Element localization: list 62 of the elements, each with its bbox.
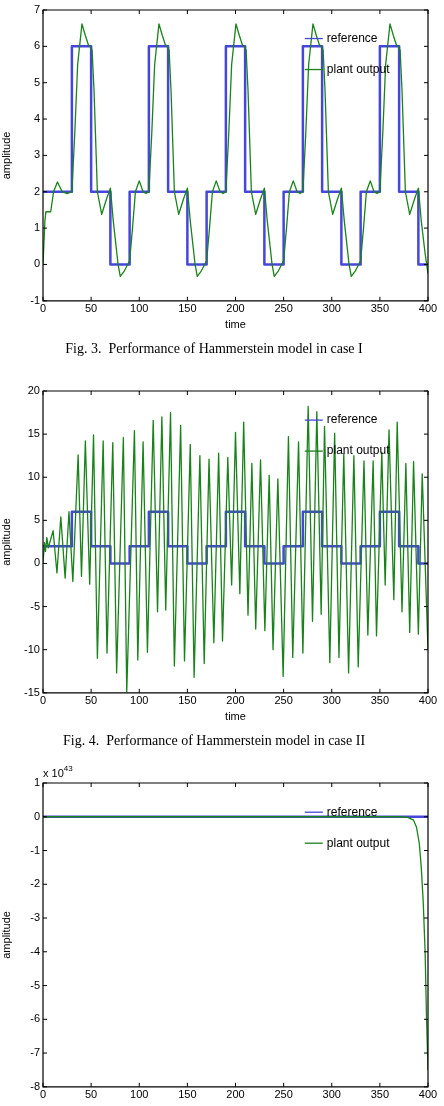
x-tick-label: 350 [370, 694, 390, 707]
y-axis-title: amplitude [0, 911, 12, 959]
x-tick-label: 150 [178, 302, 197, 315]
text: Fig. 3. Performance of Hammerstein model in case I [65, 341, 364, 357]
y-tick-label: -1 [30, 843, 40, 856]
y-tick-label: 4 [33, 112, 40, 125]
x-tick-label: 250 [274, 1088, 293, 1101]
y-tick-label: -1 [30, 293, 40, 306]
x-tick-label: 50 [85, 302, 98, 315]
text: Fig. 4. Performance of Hammerstein model in case II [62, 733, 366, 749]
x-tick-label: 100 [130, 302, 149, 315]
x-tick-label: 300 [322, 694, 341, 707]
legend-label: reference [326, 30, 378, 45]
y-tick-label: -7 [30, 1046, 40, 1059]
x-axis-title: time [225, 709, 246, 722]
y-tick-label: 5 [33, 75, 40, 88]
y-axis-title: amplitude [0, 131, 12, 180]
y-tick-label: -5 [30, 978, 40, 991]
y-tick-label: 2 [33, 184, 40, 197]
y-axis-title: amplitude [0, 518, 12, 566]
y-tick-label: 6 [33, 39, 40, 52]
y-tick-label: 1 [33, 221, 40, 234]
x-tick-label: 150 [178, 1088, 197, 1101]
x-tick-label: 50 [85, 694, 98, 707]
x-tick-label: 350 [370, 1088, 390, 1101]
x-tick-label: 200 [226, 302, 245, 315]
x-tick-label: 150 [178, 694, 197, 707]
x-tick-label: 50 [85, 1088, 98, 1101]
x-tick-label: 350 [370, 302, 390, 315]
x-tick-label: 200 [226, 1088, 245, 1101]
x-tick-label: 200 [226, 694, 245, 707]
y-tick-label: 3 [33, 148, 40, 161]
x-axis-title: time [225, 317, 246, 330]
y-tick-label: -15 [24, 685, 40, 698]
x-tick-label: 400 [418, 1088, 438, 1101]
y-tick-label: -10 [24, 642, 40, 655]
y-tick-label: 0 [33, 257, 40, 270]
x-tick-label: 400 [418, 694, 438, 707]
x-tick-label: 100 [130, 1088, 149, 1101]
y-tick-label: -2 [30, 877, 40, 890]
legend-label: plant output [326, 835, 391, 850]
y-tick-label: 15 [27, 427, 40, 440]
y-tick-label: 7 [33, 3, 40, 16]
y-tick-label: 1 [33, 776, 40, 789]
x-tick-label: 250 [274, 302, 293, 315]
y-tick-label: -3 [30, 911, 40, 924]
x-tick-label: 300 [322, 302, 341, 315]
y-tick-label: -4 [30, 944, 40, 957]
legend-label: reference [326, 412, 378, 427]
x-tick-label: 250 [274, 694, 293, 707]
y-tick-label: 10 [27, 470, 40, 483]
y-tick-label: 0 [33, 556, 40, 569]
x-tick-label: 400 [418, 302, 438, 315]
y-tick-label: 20 [27, 384, 40, 397]
y-tick-label: -8 [30, 1079, 40, 1092]
y-tick-label: 5 [33, 513, 40, 526]
legend-label: reference [326, 804, 378, 819]
y-tick-label: -5 [30, 599, 40, 612]
y-tick-label: 0 [33, 809, 40, 822]
y-tick-label: -6 [30, 1012, 40, 1025]
x-tick-label: 300 [322, 1088, 341, 1101]
x-tick-label: 100 [130, 694, 149, 707]
